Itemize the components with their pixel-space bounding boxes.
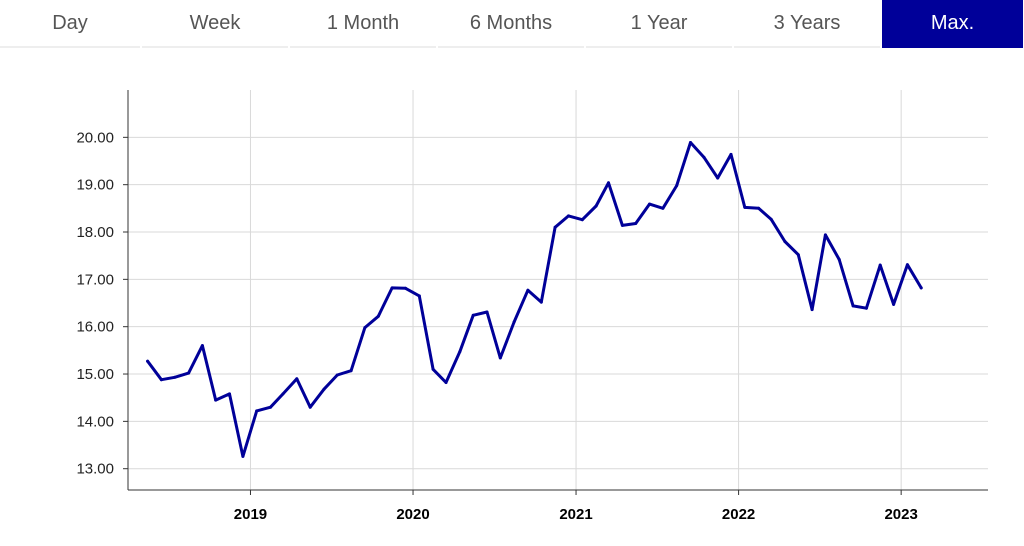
data-point	[634, 222, 638, 225]
data-point	[864, 306, 868, 310]
y-tick-label: 15.00	[76, 366, 114, 383]
tab-max[interactable]: Max.	[882, 0, 1023, 48]
data-point	[498, 356, 502, 360]
x-tick-label: 2020	[396, 506, 429, 523]
tab-1-month[interactable]: 1 Month	[290, 0, 436, 48]
data-point	[539, 300, 543, 304]
data-point	[919, 286, 923, 290]
data-point	[214, 398, 218, 402]
x-tick-label: 2022	[722, 506, 755, 523]
data-point	[892, 302, 896, 306]
y-tick-label: 19.00	[76, 177, 114, 194]
data-point	[567, 214, 570, 218]
data-point	[146, 359, 150, 363]
y-tick-label: 14.00	[76, 413, 114, 430]
data-point	[757, 206, 761, 210]
data-point	[295, 377, 299, 381]
data-point	[444, 381, 448, 384]
data-point	[269, 405, 272, 409]
data-point	[580, 218, 584, 222]
chart-axes	[123, 90, 988, 495]
tab-day[interactable]: Day	[0, 0, 140, 48]
x-tick-label: 2021	[559, 506, 592, 523]
data-point	[485, 310, 489, 314]
data-point	[716, 176, 720, 180]
data-point	[620, 223, 624, 227]
tab-week[interactable]: Week	[142, 0, 288, 48]
tab-1-year[interactable]: 1 Year	[586, 0, 732, 48]
data-point	[281, 392, 285, 396]
x-tick-label: 2023	[884, 506, 917, 523]
price-line-chart: 13.00 14.00 15.00 16.00 17.00 18.00 19.00 20.00…	[76, 90, 988, 523]
data-point	[810, 308, 814, 312]
data-point	[823, 233, 827, 237]
data-point	[335, 373, 339, 377]
data-point	[255, 409, 259, 413]
data-point	[322, 387, 326, 391]
data-point	[241, 454, 245, 458]
data-point	[553, 225, 557, 229]
series-line	[146, 141, 923, 458]
chart-grid	[128, 90, 988, 490]
data-point	[471, 313, 475, 317]
tab-6-months[interactable]: 6 Months	[438, 0, 584, 48]
data-point	[228, 392, 231, 396]
data-point	[512, 320, 516, 324]
y-tick-label: 13.00	[76, 461, 114, 478]
y-tick-label: 20.00	[76, 129, 114, 146]
data-point	[675, 184, 679, 188]
time-range-tabs: Day Week 1 Month 6 Months 1 Year 3 Years…	[0, 0, 1024, 48]
data-point	[729, 152, 733, 156]
data-point	[404, 286, 407, 290]
y-tick-label: 17.00	[76, 271, 114, 288]
data-point	[878, 263, 882, 267]
data-point	[837, 258, 841, 261]
data-point	[769, 217, 773, 221]
data-point	[783, 240, 787, 243]
data-point	[200, 344, 204, 348]
data-point	[594, 204, 598, 208]
data-point	[376, 314, 380, 318]
data-point	[743, 205, 747, 209]
data-point	[187, 371, 191, 375]
data-point	[689, 141, 692, 144]
data-point	[905, 263, 909, 267]
chart-tick-labels: 13.00 14.00 15.00 16.00 17.00 18.00 19.00 20.00…	[76, 129, 917, 523]
data-point	[648, 202, 651, 206]
data-point	[661, 206, 665, 210]
data-point	[417, 294, 421, 298]
data-point	[526, 288, 530, 292]
data-point	[159, 378, 163, 382]
data-point	[363, 326, 367, 330]
data-point	[349, 369, 353, 373]
chart-series	[146, 141, 923, 458]
data-point	[702, 155, 706, 159]
y-tick-label: 18.00	[76, 224, 114, 241]
data-point	[390, 286, 394, 290]
data-point	[308, 405, 312, 409]
y-tick-label: 16.00	[76, 319, 114, 336]
data-point	[173, 375, 177, 379]
data-point	[458, 350, 462, 354]
data-point	[851, 304, 855, 308]
data-point	[796, 253, 800, 257]
data-point	[431, 367, 435, 371]
tab-3-years[interactable]: 3 Years	[734, 0, 880, 48]
x-tick-label: 2019	[234, 506, 267, 523]
data-point	[607, 181, 610, 185]
